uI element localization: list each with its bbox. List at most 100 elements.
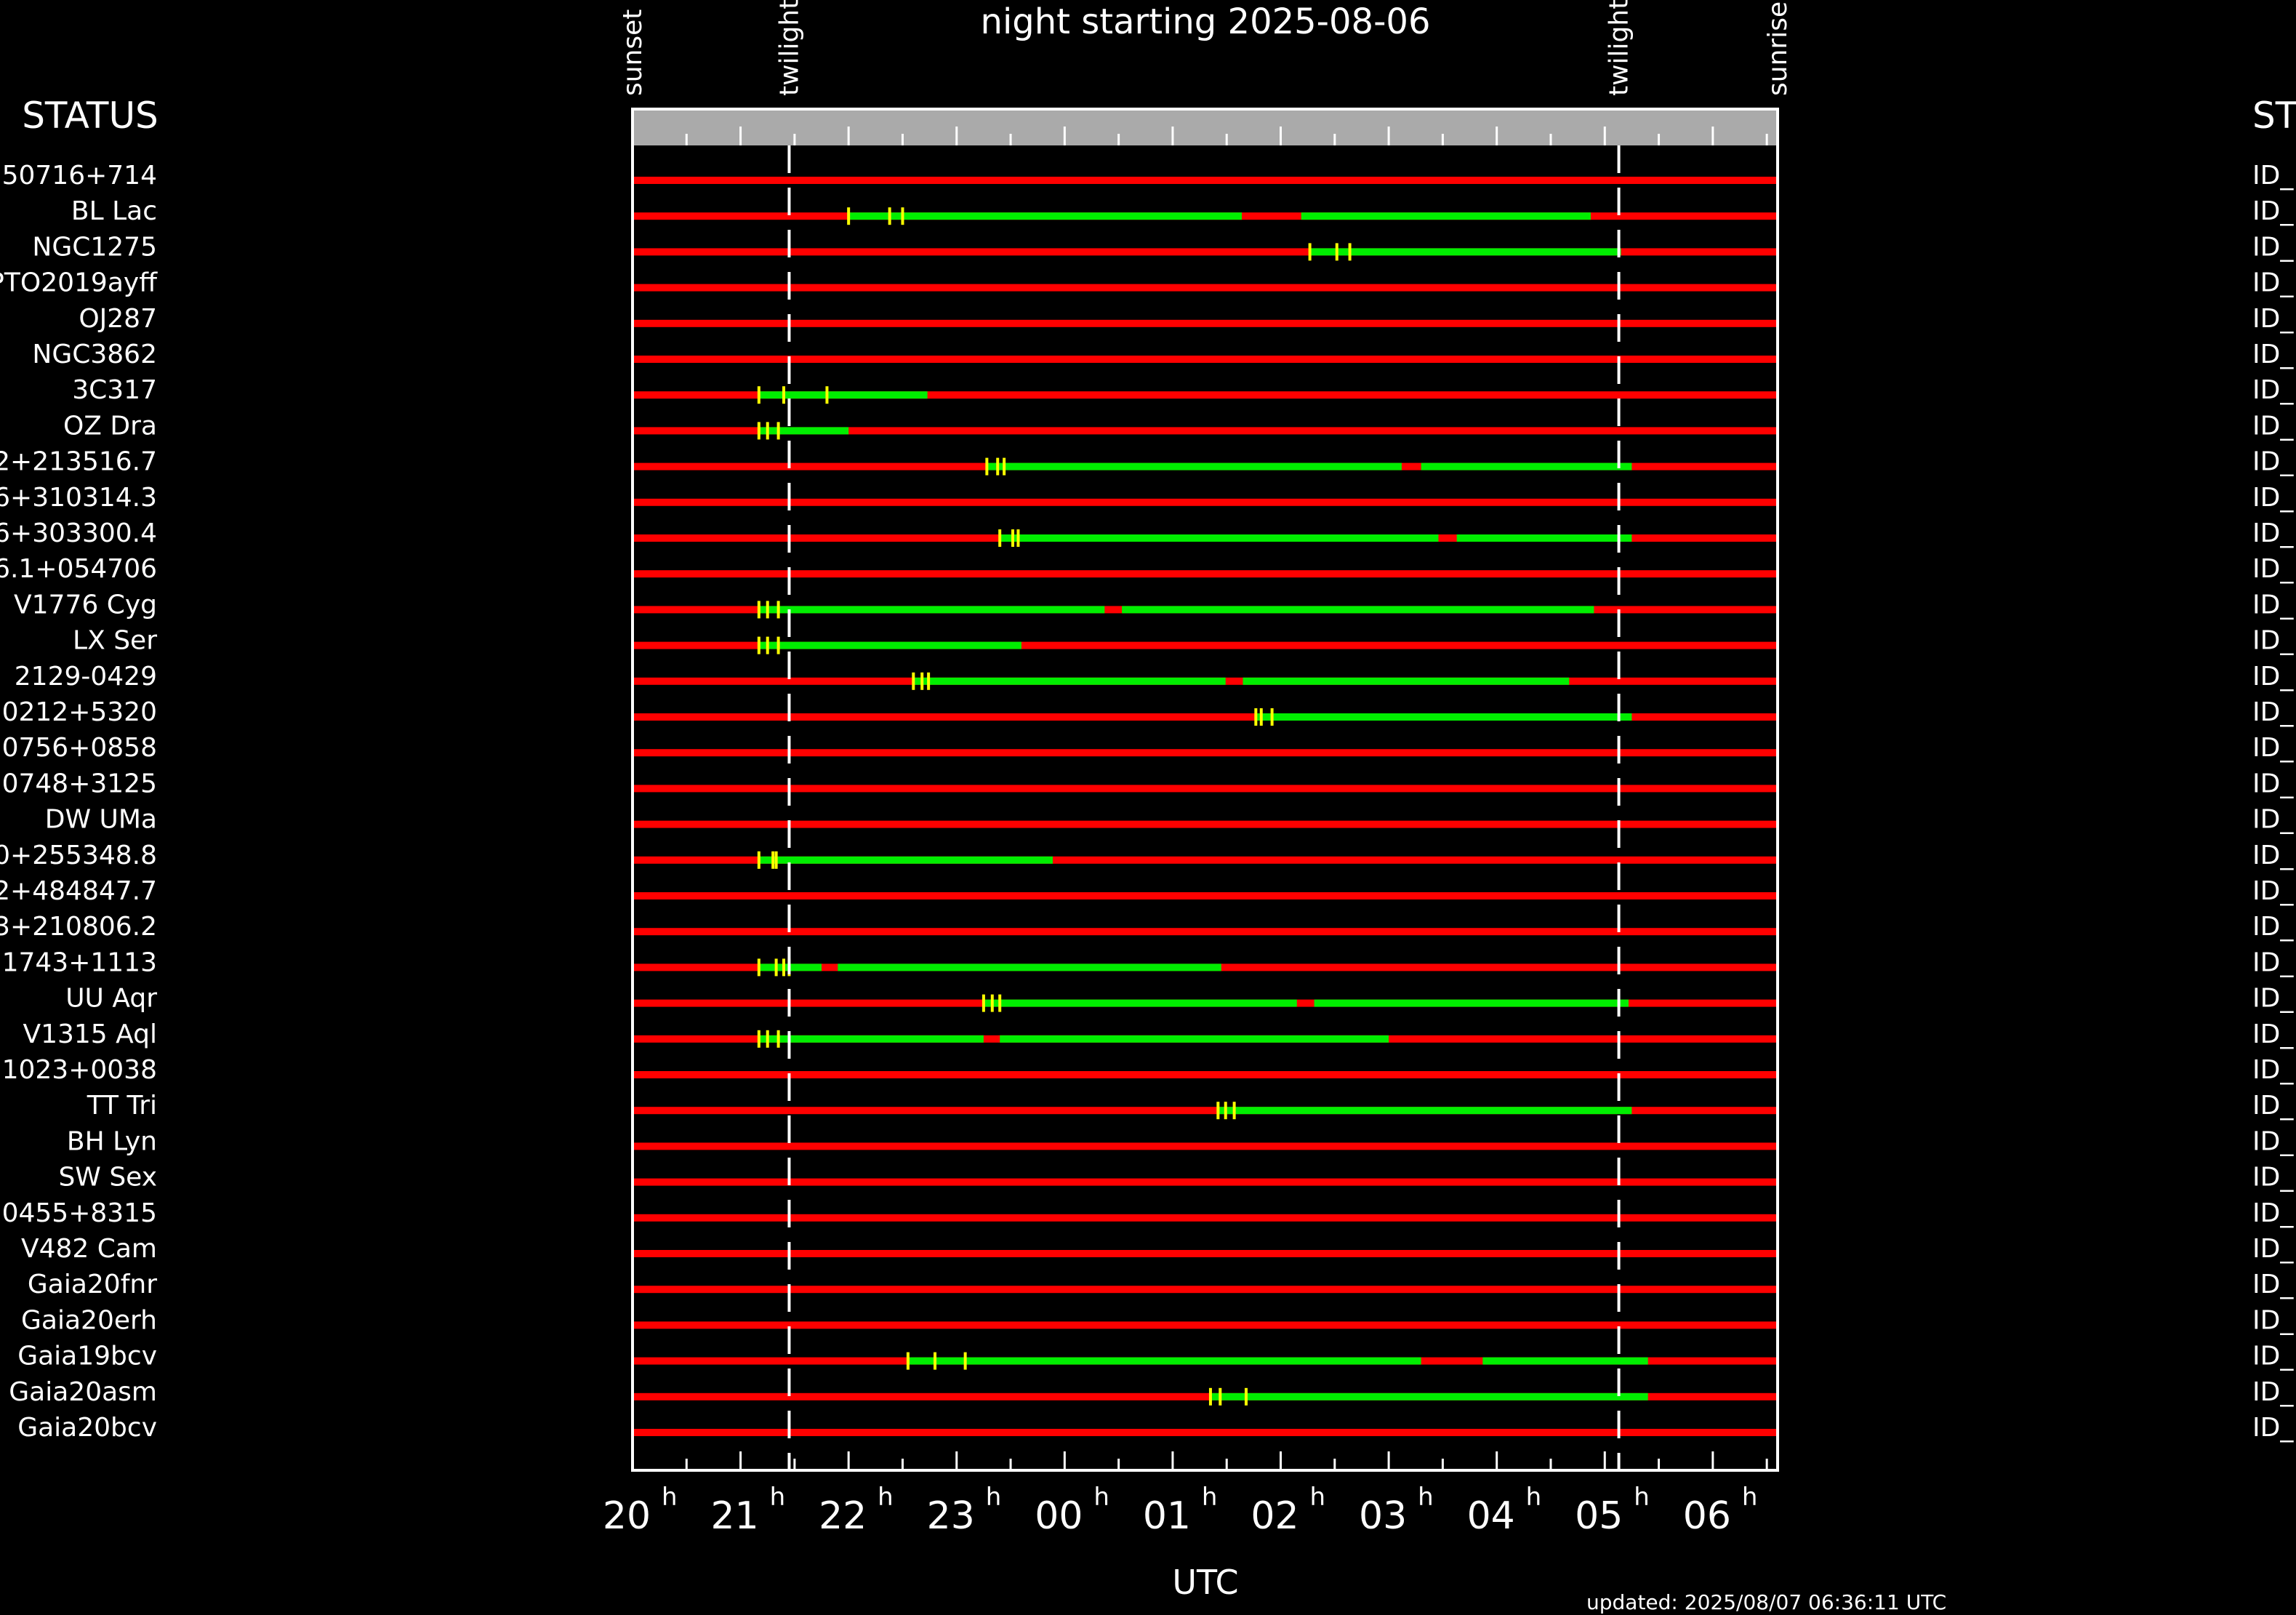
observable-window <box>1000 534 1439 542</box>
x-tick-suffix: h <box>986 1483 1002 1512</box>
target-row: 6.1+054706 ID_ <box>0 554 2294 584</box>
window-marker <box>1219 1387 1222 1406</box>
unobservable-bar <box>633 391 1778 399</box>
target-name: BH Lyn <box>67 1126 157 1156</box>
window-marker <box>906 1352 910 1370</box>
window-marker <box>990 994 994 1012</box>
status-header-right: ST <box>2252 95 2296 137</box>
window-marker <box>766 422 769 440</box>
observable-window <box>848 212 1243 220</box>
window-marker <box>934 1352 937 1370</box>
target-name: 3C317 <box>72 375 157 405</box>
unobservable-bar <box>633 1071 1778 1078</box>
target-name: PTO2019ayff <box>0 268 158 298</box>
unobservable-bar <box>633 785 1778 793</box>
window-marker <box>1244 1387 1248 1406</box>
target-row: 1023+0038 ID_ <box>2 1055 2295 1085</box>
observable-window <box>1301 212 1591 220</box>
target-row: Gaia20erh ID_ <box>21 1305 2294 1335</box>
target-name: 1743+1113 <box>2 947 157 977</box>
window-marker <box>888 207 891 225</box>
target-status: ID_ <box>2252 769 2294 798</box>
target-status: ID_ <box>2252 1305 2294 1335</box>
window-marker <box>985 457 989 476</box>
target-status: ID_ <box>2252 590 2294 620</box>
observable-window <box>983 999 1297 1007</box>
observable-window <box>1421 462 1632 470</box>
x-tick-suffix: h <box>878 1483 894 1512</box>
target-name: 6+310314.3 <box>0 483 157 513</box>
observable-window <box>913 677 1226 685</box>
target-name: Gaia20erh <box>21 1305 157 1335</box>
target-name: UU Aqr <box>65 984 157 1014</box>
target-status: ID_ <box>2252 1198 2294 1228</box>
updated-timestamp: updated: 2025/08/07 06:36:11 UTC <box>1586 1590 1946 1614</box>
unobservable-bar <box>633 928 1778 936</box>
target-name: 0+255348.8 <box>0 841 157 870</box>
window-marker <box>757 958 760 977</box>
target-row: 0455+8315 ID_ <box>2 1198 2295 1228</box>
observable-window <box>1309 248 1621 256</box>
window-marker <box>757 422 760 440</box>
target-row: 50716+714 ID_ <box>2 161 2295 191</box>
target-status: ID_ <box>2252 232 2294 262</box>
unobservable-bar <box>633 892 1778 899</box>
target-status: ID_ <box>2252 1234 2294 1264</box>
observable-window <box>1482 1357 1648 1365</box>
window-marker <box>766 1030 769 1048</box>
window-marker <box>757 386 760 404</box>
target-name: V1315 Aql <box>23 1019 157 1049</box>
target-row: UU Aqr ID_ <box>65 984 2294 1014</box>
window-marker <box>1003 457 1006 476</box>
target-name: 6+303300.4 <box>0 518 157 548</box>
target-status: ID_ <box>2252 375 2294 405</box>
target-row: LX Ser ID_ <box>73 626 2294 656</box>
unobservable-bar <box>633 284 1778 292</box>
target-status: ID_ <box>2252 1413 2294 1443</box>
event-label-twilight: twilight <box>1605 0 1634 96</box>
target-status: ID_ <box>2252 518 2294 548</box>
observable-window <box>1243 677 1570 685</box>
x-tick-label: 20 <box>603 1494 651 1538</box>
unobservable-bar <box>633 498 1778 506</box>
observable-window <box>987 462 1402 470</box>
observable-window <box>1000 1035 1389 1043</box>
unobservable-bar <box>633 427 1778 435</box>
window-marker <box>1208 1387 1212 1406</box>
target-name: 50716+714 <box>2 161 157 191</box>
target-row: NGC1275 ID_ <box>32 232 2294 262</box>
target-status: ID_ <box>2252 662 2294 692</box>
target-row: BL Lac ID_ <box>71 196 2294 226</box>
x-tick-label: 04 <box>1467 1494 1515 1538</box>
x-tick-suffix: h <box>662 1483 678 1512</box>
target-status: ID_ <box>2252 805 2294 835</box>
x-tick-suffix: h <box>1310 1483 1326 1512</box>
unobservable-bar <box>633 1178 1778 1186</box>
window-marker <box>782 386 786 404</box>
plot-frame <box>631 108 1779 1472</box>
observable-window <box>758 641 1021 649</box>
x-tick-label: 02 <box>1251 1494 1298 1538</box>
x-tick-suffix: h <box>1742 1483 1758 1512</box>
target-status: ID_ <box>2252 1270 2294 1299</box>
target-status: ID_ <box>2252 1019 2294 1049</box>
unobservable-bar <box>633 820 1778 828</box>
target-name: Gaia20asm <box>9 1377 157 1407</box>
window-marker <box>776 601 780 619</box>
x-tick-suffix: h <box>1418 1483 1434 1512</box>
x-tick-label: 06 <box>1683 1494 1731 1538</box>
target-name: OJ287 <box>79 304 157 334</box>
window-marker <box>782 958 786 977</box>
window-marker <box>757 1030 760 1048</box>
target-status: ID_ <box>2252 340 2294 369</box>
window-marker <box>757 636 760 654</box>
unobservable-bar <box>633 1250 1778 1257</box>
target-status: ID_ <box>2252 947 2294 977</box>
target-status: ID_ <box>2252 733 2294 763</box>
unobservable-bar <box>633 248 1778 256</box>
target-name: 6.1+054706 <box>0 554 157 584</box>
event-labels: sunset twilight twilight sunrise <box>618 0 1793 96</box>
plot-border <box>631 108 1779 1472</box>
window-marker <box>998 994 1002 1012</box>
